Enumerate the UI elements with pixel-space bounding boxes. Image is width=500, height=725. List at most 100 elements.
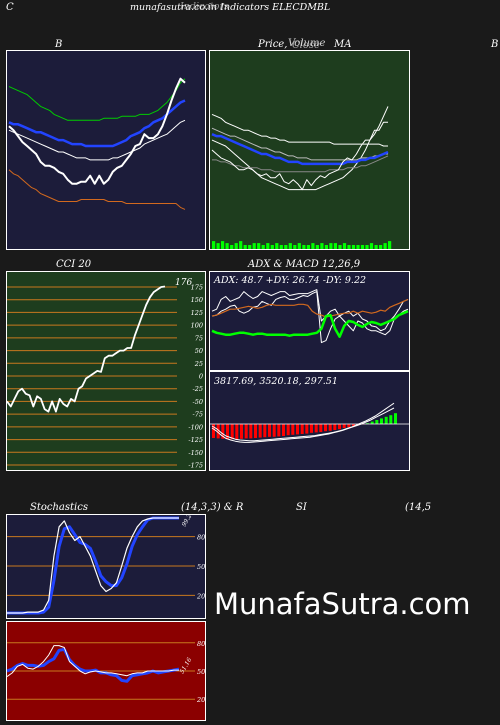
cci-tick-label: 150 xyxy=(191,296,203,304)
macd-histogram-bar xyxy=(324,424,327,432)
volume-bar xyxy=(383,243,387,249)
price-ma-label: MA xyxy=(334,39,352,50)
rsi-blue-line xyxy=(7,647,180,683)
macd-histogram-bar xyxy=(221,424,225,439)
volume-bar xyxy=(275,243,279,249)
volume-bar xyxy=(225,243,229,249)
page-title-overprint: Indicators xyxy=(180,1,229,12)
adx-plus-di-line xyxy=(211,289,409,332)
stoch-value-annotation: 99.21 xyxy=(181,515,196,528)
price-title: Price, xyxy=(258,39,288,50)
macd-histogram-bar xyxy=(375,420,379,424)
macd-line xyxy=(211,402,395,442)
volume-bar xyxy=(230,245,234,249)
macd-histogram-bar xyxy=(380,418,383,424)
volume-bar xyxy=(338,245,342,249)
macd-histogram-bar xyxy=(333,424,337,430)
volume-bar xyxy=(248,245,252,249)
cci-tick-label: -125 xyxy=(188,436,203,444)
adx-macd-title: ADX & MACD 12,26,9 xyxy=(248,259,361,270)
volume-bar xyxy=(279,245,283,249)
macd-histogram-bar xyxy=(282,424,285,436)
cci-tick-label: -150 xyxy=(188,449,203,457)
macd-histogram-bar xyxy=(258,424,262,438)
volume-bar xyxy=(216,243,220,249)
volume-bar xyxy=(347,245,351,249)
stoch-tick-label: 20 xyxy=(196,592,205,600)
macd-histogram-bar xyxy=(296,424,299,435)
cci-tick-label: -50 xyxy=(193,398,203,406)
macd-histogram-bar xyxy=(263,424,267,438)
volume-bar xyxy=(243,245,247,249)
macd-histogram-bar xyxy=(226,424,229,440)
volume-bar xyxy=(320,243,324,249)
cci-tick-label: 100 xyxy=(191,322,203,330)
stoch-title-si: SI xyxy=(296,502,307,513)
macd-histogram-bar xyxy=(249,424,253,439)
macd-histogram-bar xyxy=(314,424,318,433)
macd-histogram-bar xyxy=(300,424,304,434)
rsi-tick-label: 50 xyxy=(197,668,205,676)
macd-histogram-bar xyxy=(268,424,271,437)
volume-bar xyxy=(261,245,265,249)
macd-histogram-bar xyxy=(328,424,332,431)
macd-histogram-bar xyxy=(338,424,341,430)
adx-orange-line xyxy=(211,298,409,318)
volume-bar xyxy=(379,245,383,249)
adx-line xyxy=(211,310,409,338)
volume-bar xyxy=(212,241,216,249)
macd-histogram-bar xyxy=(310,424,313,433)
volume-bar xyxy=(306,245,310,249)
volume-bar xyxy=(302,245,306,249)
bollinger-panel xyxy=(6,50,206,250)
volume-bar xyxy=(333,243,337,249)
stochastics-panel: 80 50 20 99.21 xyxy=(6,514,206,619)
cci-tick-label: 50 xyxy=(195,347,203,355)
volume-bar xyxy=(388,241,392,249)
volume-bar xyxy=(369,243,374,249)
rsi-panel: 80 50 20 51.16 xyxy=(6,621,206,721)
volume-bar xyxy=(365,245,369,249)
rsi-line xyxy=(7,645,179,678)
price-ma-blue-line xyxy=(211,133,389,166)
adx-panel: ADX: 48.7 +DY: 26.74 -DY: 9.22 xyxy=(209,271,410,371)
volume-bar xyxy=(311,243,315,249)
cci-title: CCI 20 xyxy=(56,259,92,270)
price-overlay-b: Close xyxy=(292,40,320,51)
macd-signal-line xyxy=(211,407,395,443)
macd-histogram-bar xyxy=(389,415,393,424)
right-edge-label: B xyxy=(491,39,499,50)
macd-histogram-bar xyxy=(216,424,220,439)
cci-tick-label: -75 xyxy=(193,411,203,419)
volume-bar xyxy=(252,243,256,249)
macd-histogram-bar xyxy=(235,424,239,440)
volume-bar xyxy=(239,241,243,249)
adx-minus-di-line xyxy=(211,291,409,344)
bb-upper-band-line xyxy=(8,78,186,121)
price-ma-white-line xyxy=(211,121,388,191)
macd-panel: 3817.69, 3520.18, 297.51 xyxy=(209,371,410,471)
volume-bar xyxy=(315,245,319,249)
rsi-value-annotation: 51.16 xyxy=(179,656,194,675)
macd-histogram-bar xyxy=(291,424,295,435)
cci-tick-label: -25 xyxy=(193,385,203,393)
bb-ma-signal-line xyxy=(8,119,186,161)
cci-panel: 175 150 125 100 75 50 25 0 -25 -50 -75 -100 -125 -150… xyxy=(6,271,206,471)
macd-histogram-bar xyxy=(342,424,346,428)
stoch-title-mid: (14,3,3) & R xyxy=(181,502,244,513)
macd-histogram-bar xyxy=(286,424,290,436)
macd-histogram-bar xyxy=(305,424,309,434)
macd-histogram-bar xyxy=(384,416,388,424)
macd-histogram-bar xyxy=(352,424,355,426)
cci-chart: 175 150 125 100 75 50 25 0 -25 -50 -75 -100 -125 -150… xyxy=(7,278,203,470)
bb-lower-band-line xyxy=(8,169,186,210)
bb-close-line xyxy=(8,77,186,185)
macd-histogram-bar xyxy=(319,424,323,432)
volume-bar xyxy=(257,243,261,249)
cci-line xyxy=(7,285,166,413)
macd-histogram-bar xyxy=(277,424,281,437)
stoch-tick-label: 50 xyxy=(197,563,205,571)
adx-readout: ADX: 48.7 +DY: 26.74 -DY: 9.22 xyxy=(213,275,366,286)
macd-histogram-bar xyxy=(244,424,248,439)
volume-bar xyxy=(374,245,378,249)
